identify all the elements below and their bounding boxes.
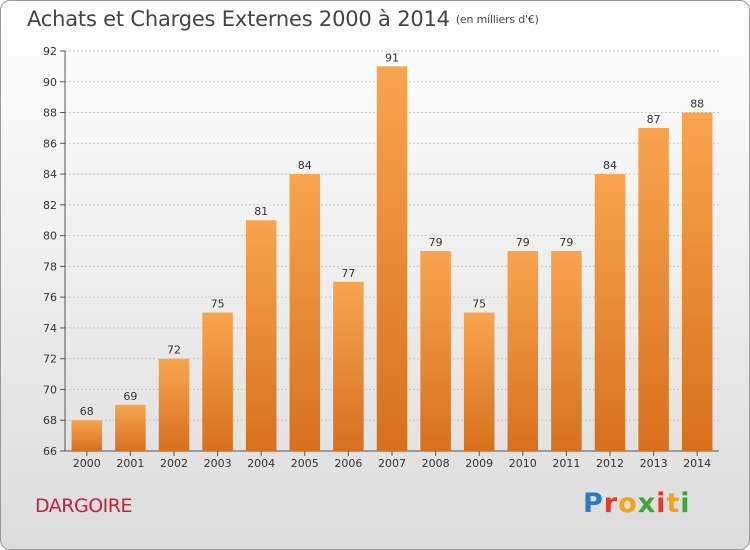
bar-2002 (158, 358, 190, 451)
bar-value-label: 91 (385, 51, 399, 64)
bar-value-label: 72 (167, 344, 181, 357)
bar-2008 (420, 251, 451, 451)
y-tick-label: 78 (43, 260, 57, 273)
bar-value-label: 77 (341, 267, 355, 280)
chart-unit: (en milliers d'€) (455, 13, 539, 26)
chart-title: Achats et Charges Externes 2000 à 2014 (e… (27, 7, 539, 31)
x-tick-label: 2009 (465, 457, 493, 470)
bar-2005 (289, 174, 321, 452)
bar-value-label: 84 (298, 159, 312, 172)
x-tick-label: 2001 (116, 457, 144, 470)
proxiti-logo: Proxiti (583, 488, 691, 519)
y-tick-label: 84 (43, 168, 57, 181)
y-tick-label: 90 (43, 76, 57, 89)
bar-value-label: 68 (80, 405, 94, 418)
y-tick-label: 66 (43, 445, 57, 458)
bar-layer: 68 69 72 75 81 84 77 91 79 75 79 79 84 87 88 (71, 51, 713, 452)
bar-value-label: 75 (472, 298, 486, 311)
x-tick-label: 2014 (683, 457, 711, 470)
bar-2000 (71, 420, 103, 451)
y-tick-label: 86 (43, 137, 57, 150)
x-tick-label: 2003 (204, 457, 232, 470)
bar-value-label: 79 (429, 236, 443, 249)
y-tick-label: 70 (43, 383, 57, 396)
bar-2011 (551, 251, 582, 451)
y-tick-label: 88 (43, 107, 57, 120)
x-tick-label: 2011 (552, 457, 580, 470)
y-tick-label: 92 (43, 45, 57, 58)
y-tick-label: 80 (43, 230, 57, 243)
x-tick-label: 2002 (160, 457, 188, 470)
bar-2001 (115, 404, 146, 451)
bar-value-label: 84 (603, 159, 617, 172)
bar-2013 (638, 127, 669, 451)
place-name: DARGOIRE (35, 495, 132, 517)
x-tick-label: 2010 (509, 457, 537, 470)
bar-2004 (245, 220, 277, 451)
x-tick-label: 2005 (291, 457, 319, 470)
bar-2009 (463, 312, 495, 451)
bar-value-label: 79 (559, 236, 573, 249)
bar-2014 (681, 112, 713, 452)
x-tick-label: 2013 (640, 457, 668, 470)
bar-value-label: 75 (211, 298, 225, 311)
chart-title-text: Achats et Charges Externes 2000 à 2014 (27, 7, 450, 31)
bar-value-label: 88 (690, 98, 704, 111)
bar-value-label: 87 (647, 113, 661, 126)
logo-letter: x (637, 488, 657, 519)
bar-value-label: 79 (516, 236, 530, 249)
x-tick-label: 2006 (334, 457, 362, 470)
logo-letter: i (680, 488, 691, 519)
bar-2010 (507, 251, 539, 451)
x-tick-label: 2007 (378, 457, 406, 470)
y-tick-label: 72 (43, 353, 57, 366)
bar-value-label: 69 (123, 390, 137, 403)
y-tick-label: 68 (43, 414, 57, 427)
bar-value-label: 81 (254, 205, 268, 218)
y-tick-label: 76 (43, 291, 57, 304)
x-tick-label: 2004 (247, 457, 275, 470)
bar-2012 (594, 174, 626, 452)
logo-letter: P (583, 488, 604, 519)
bar-2006 (333, 281, 364, 451)
y-tick-label: 74 (43, 322, 57, 335)
x-tick-label: 2000 (73, 457, 101, 470)
logo-letter: i (656, 488, 667, 519)
bar-2007 (376, 66, 408, 451)
x-tick-label: 2008 (422, 457, 450, 470)
logo-letter: t (666, 488, 681, 519)
logo-letter: r (603, 488, 619, 519)
logo-letter: o (618, 488, 638, 519)
y-tick-label: 82 (43, 199, 57, 212)
axis-layer: 66 68 70 72 74 76 78 80 82 84 86 88 90 92 2000 2001 2002… (43, 45, 719, 470)
bar-2003 (202, 312, 233, 451)
x-tick-label: 2012 (596, 457, 624, 470)
